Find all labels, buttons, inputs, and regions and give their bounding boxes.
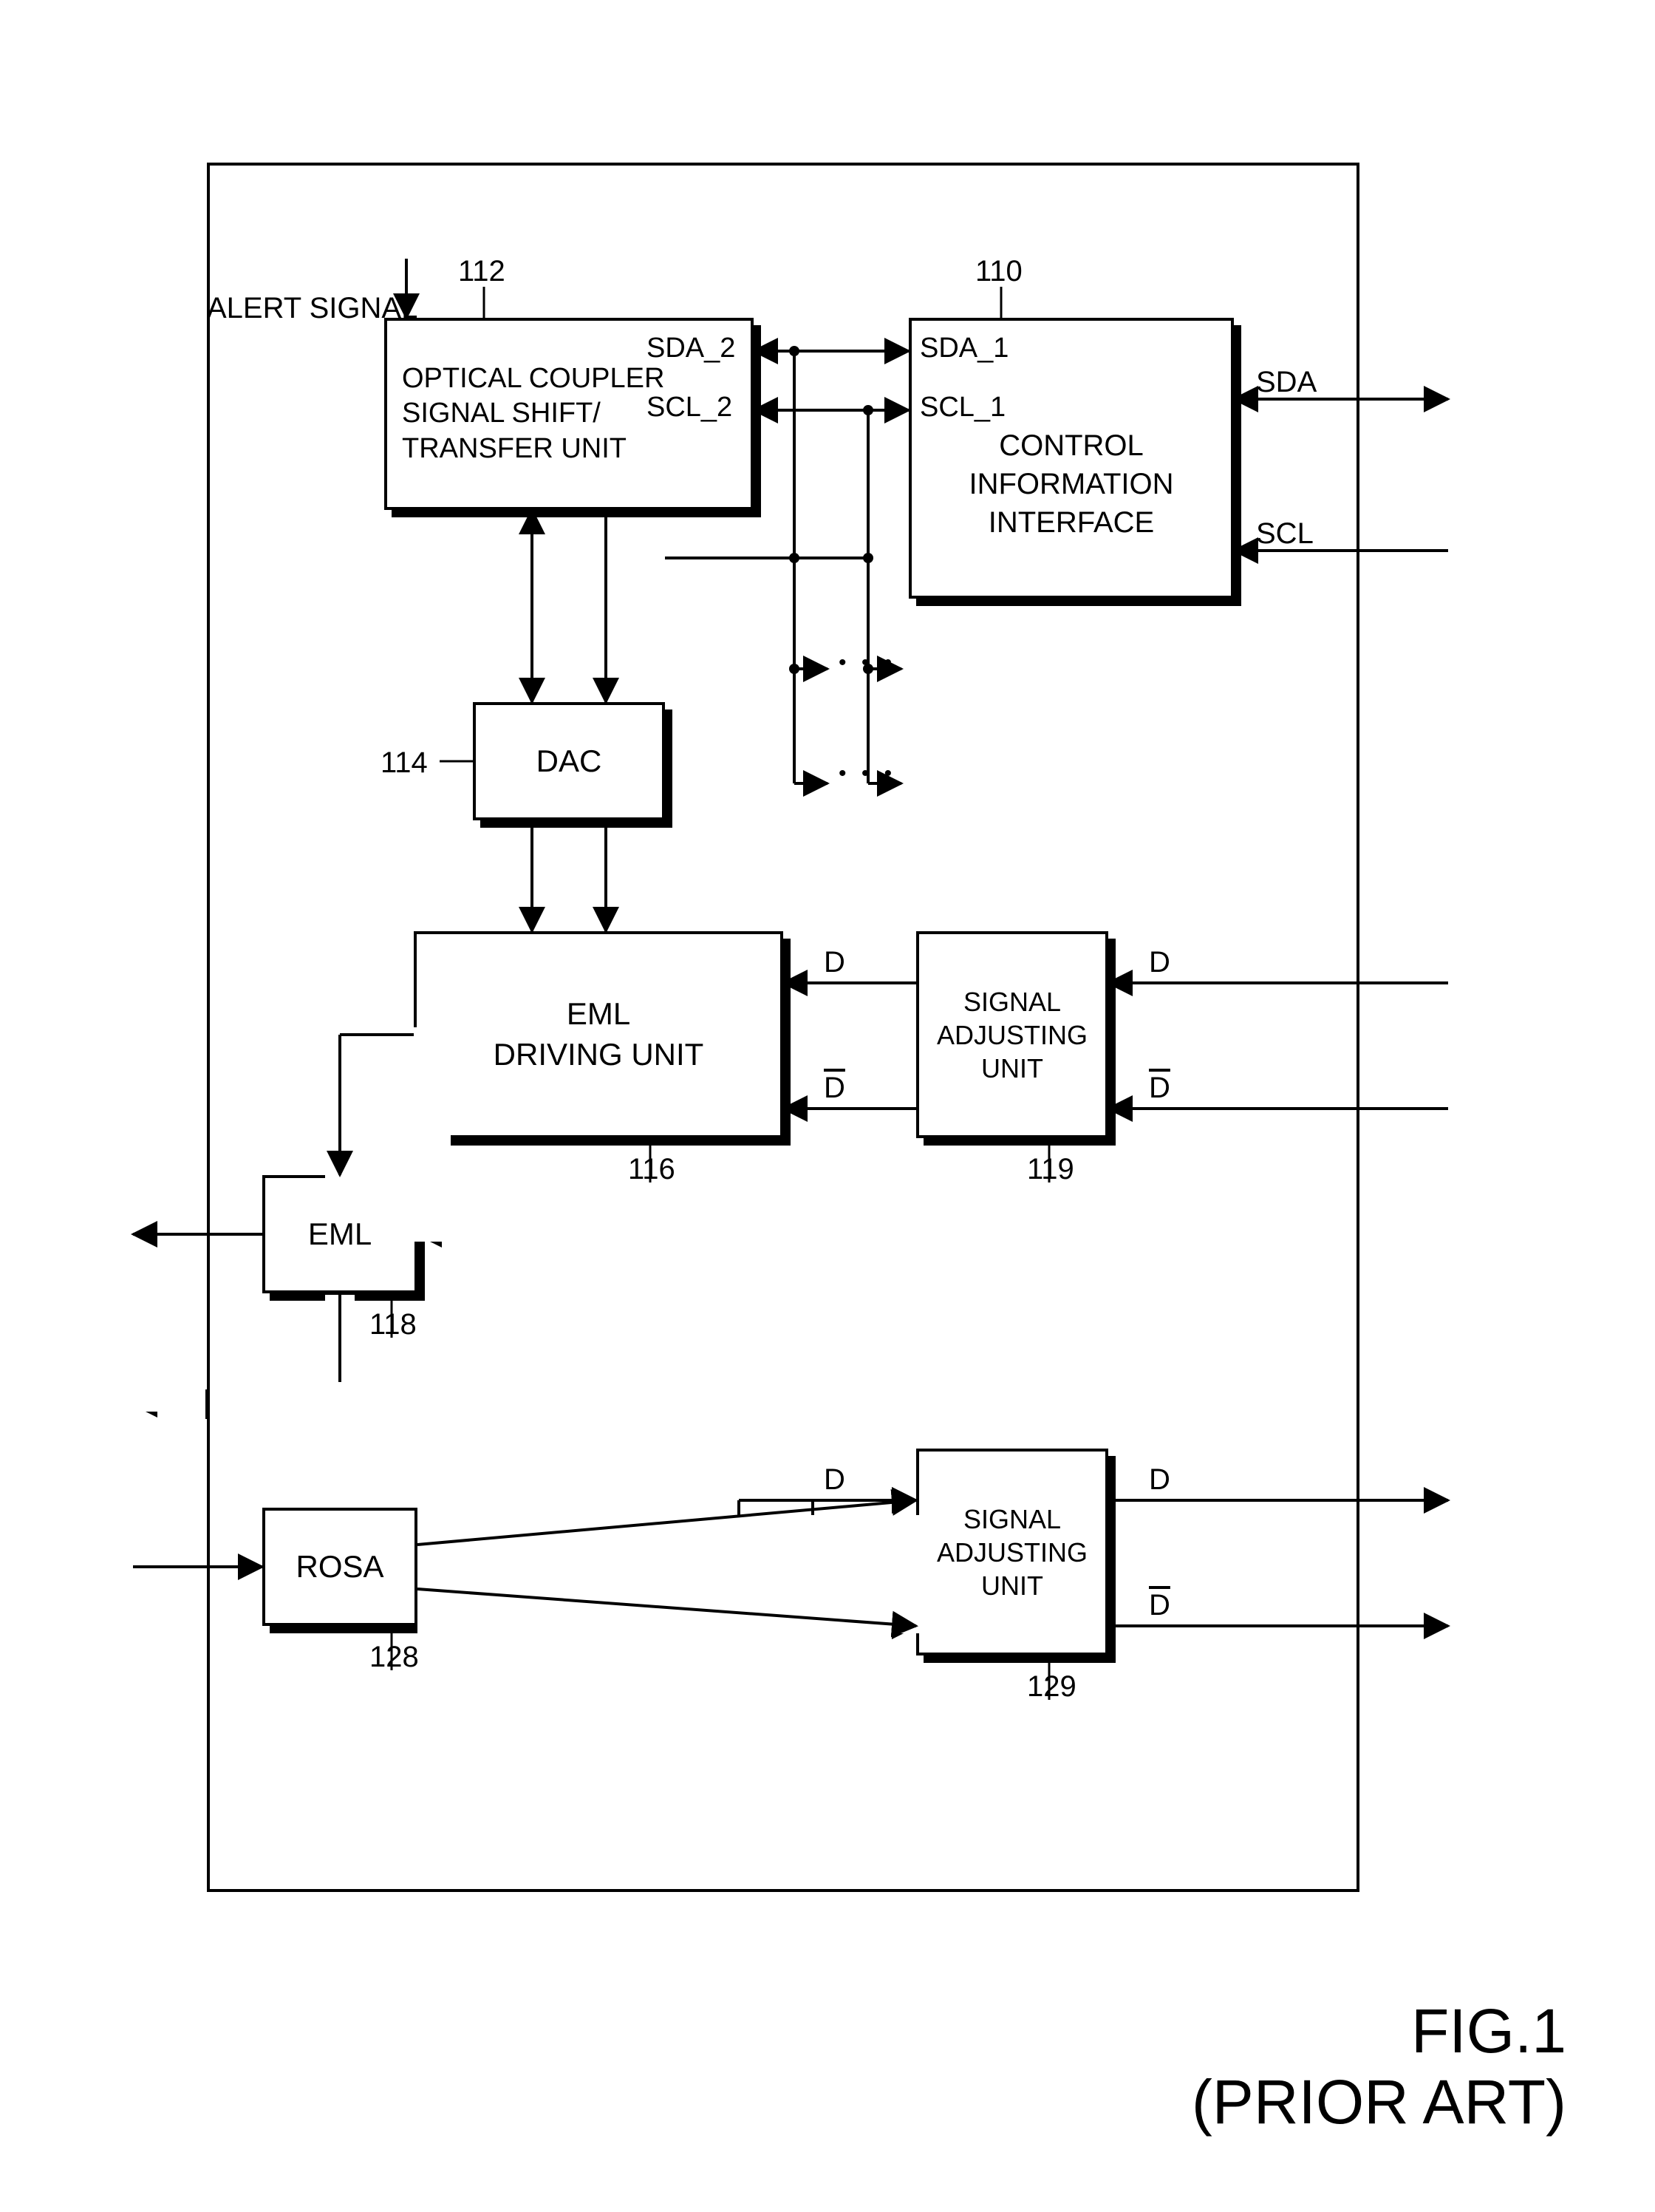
ref-112: 112 xyxy=(458,255,505,288)
sau-bot-line2: ADJUSTING xyxy=(937,1536,1088,1569)
control-iface-line3: INTERFACE xyxy=(969,503,1173,542)
optical-coupler-line1: OPTICAL COUPLER xyxy=(402,361,664,397)
scl2-label: SCL_2 xyxy=(646,392,732,423)
figure-caption-line1: FIG.1 xyxy=(1192,1995,1566,2067)
rosa-block: ROSA xyxy=(262,1508,417,1626)
ref-128: 128 xyxy=(369,1641,419,1674)
alert-signal-label: ALERT SIGNAL xyxy=(207,292,417,325)
figure-caption-line2: (PRIOR ART) xyxy=(1192,2066,1566,2138)
ref-129: 129 xyxy=(1027,1670,1076,1704)
dac-line1: DAC xyxy=(536,743,602,779)
scl1-label: SCL_1 xyxy=(920,392,1006,423)
sau-top-line2: ADJUSTING xyxy=(937,1018,1088,1052)
d-left-129: D xyxy=(824,1463,845,1497)
dbar-right-119: D xyxy=(1149,1072,1170,1105)
sau-bot-block: SIGNAL ADJUSTING UNIT xyxy=(916,1449,1108,1655)
d-left-119: D xyxy=(824,946,845,979)
page: OPTICAL COUPLER SIGNAL SHIFT/ TRANSFER U… xyxy=(0,0,1655,2212)
scl-label: SCL xyxy=(1256,517,1314,551)
dbar-left-129: D xyxy=(824,1589,845,1622)
optical-coupler-line2: SIGNAL SHIFT/ xyxy=(402,396,664,432)
ref-110: 110 xyxy=(975,255,1023,288)
optical-coupler-line3: TRANSFER UNIT xyxy=(402,432,664,467)
eml-driving-block: EML DRIVING UNIT xyxy=(414,931,783,1138)
rosa-line1: ROSA xyxy=(296,1549,383,1585)
sau-top-line1: SIGNAL xyxy=(937,985,1088,1018)
eml-line1: EML xyxy=(308,1216,372,1252)
sda2-label: SDA_2 xyxy=(646,333,735,364)
eml-driving-line2: DRIVING UNIT xyxy=(494,1035,704,1075)
eml-driving-line1: EML xyxy=(494,994,704,1035)
sda1-label: SDA_1 xyxy=(920,333,1009,364)
ref-114: 114 xyxy=(381,746,428,780)
figure-caption: FIG.1 (PRIOR ART) xyxy=(1192,1995,1566,2138)
ellipsis-1: • • • xyxy=(839,650,896,675)
sau-bot-line3: UNIT xyxy=(937,1569,1088,1602)
eml-block: EML xyxy=(262,1175,417,1293)
sau-top-line3: UNIT xyxy=(937,1052,1088,1085)
d-right-119: D xyxy=(1149,946,1170,979)
control-iface-line2: INFORMATION xyxy=(969,465,1173,503)
ref-118: 118 xyxy=(369,1308,417,1341)
ref-116: 116 xyxy=(628,1153,675,1186)
sau-top-block: SIGNAL ADJUSTING UNIT xyxy=(916,931,1108,1138)
dbar-right-129: D xyxy=(1149,1589,1170,1622)
ellipsis-2: • • • xyxy=(839,761,896,786)
ref-119: 119 xyxy=(1027,1153,1074,1186)
sda-label: SDA xyxy=(1256,366,1317,399)
d-right-129: D xyxy=(1149,1463,1170,1497)
dbar-left-119: D xyxy=(824,1072,845,1105)
control-iface-line1: CONTROL xyxy=(969,426,1173,465)
sau-bot-line1: SIGNAL xyxy=(937,1503,1088,1536)
dac-block: DAC xyxy=(473,702,665,820)
